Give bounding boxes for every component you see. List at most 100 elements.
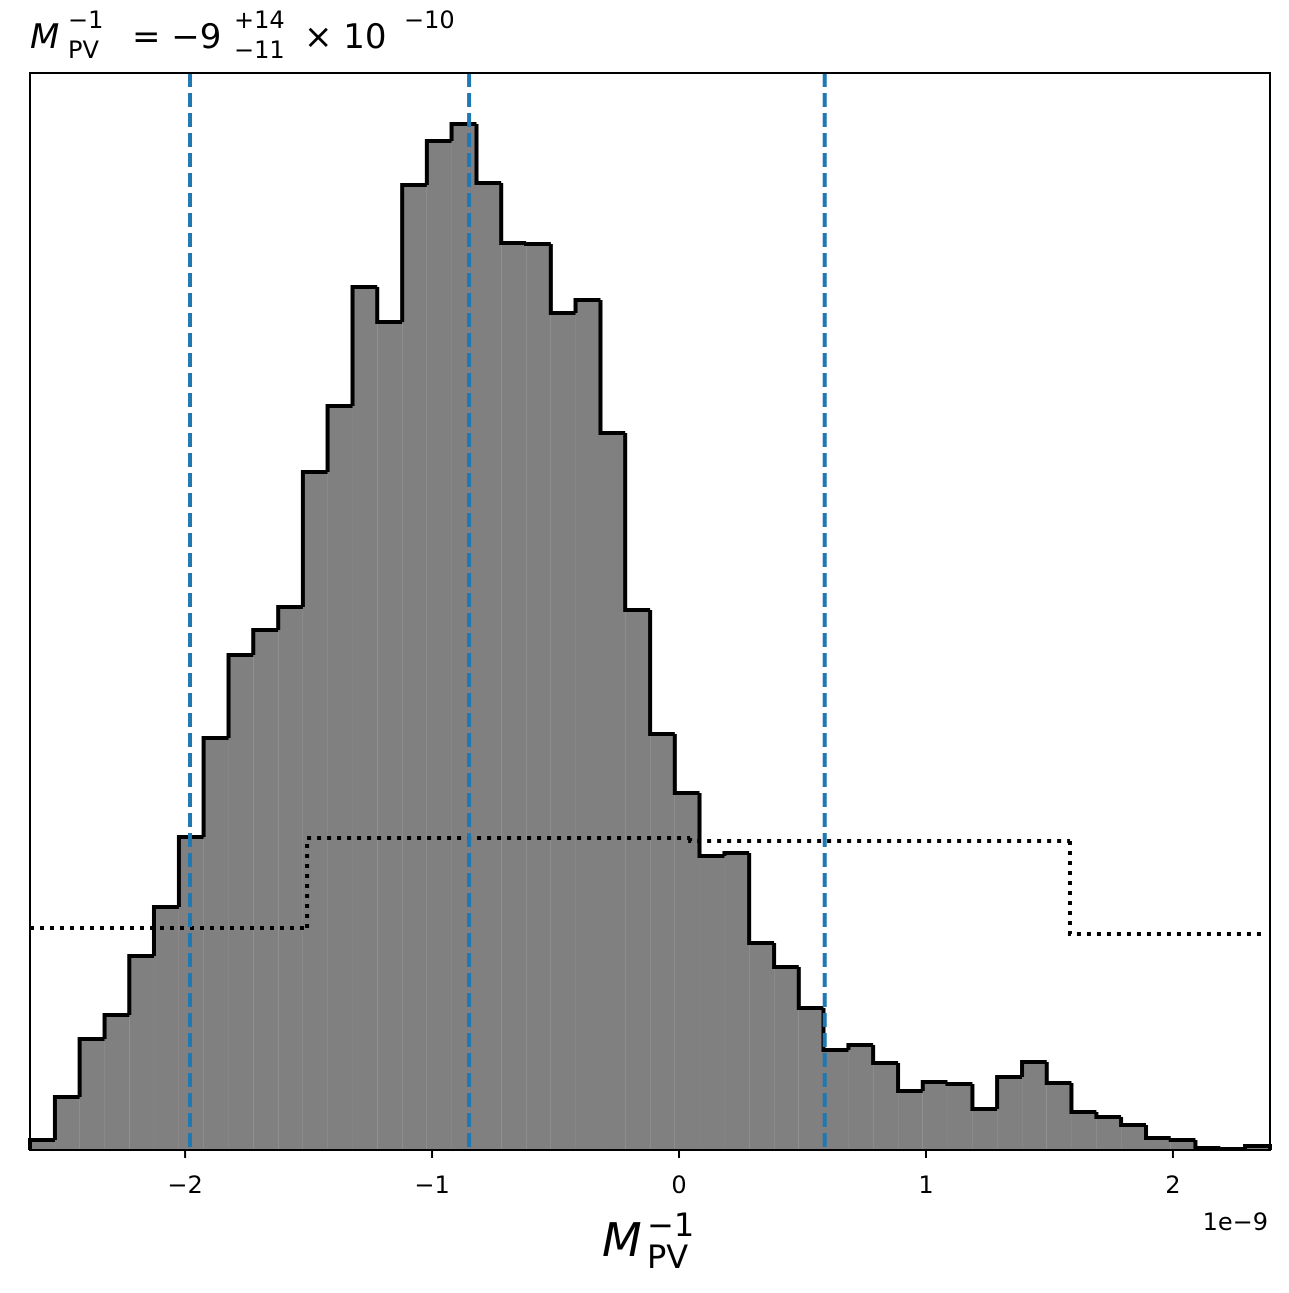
bar	[79, 1039, 105, 1150]
bar-outline	[1168, 1138, 1196, 1142]
bar-outline	[672, 734, 700, 795]
bar	[54, 1097, 80, 1150]
plot-frame	[29, 72, 1271, 1151]
bar-outline	[821, 1008, 849, 1052]
bar	[153, 907, 179, 1150]
bar-outline	[573, 298, 601, 313]
bar-outline	[424, 139, 452, 185]
bar	[129, 956, 154, 1150]
bar	[898, 1091, 923, 1150]
bar-outline	[226, 653, 254, 738]
bar	[302, 472, 328, 1150]
x-tick-label: −1	[414, 1171, 449, 1199]
bar-outline	[846, 1043, 874, 1050]
bar-outline	[1218, 1147, 1246, 1151]
bar	[947, 1084, 973, 1150]
bar-outline	[474, 124, 502, 185]
title-symbol: M	[30, 17, 59, 57]
bar-outline	[1119, 1117, 1147, 1127]
bar-outline	[945, 1082, 973, 1086]
bar-outline	[623, 433, 651, 612]
title-lower: −11	[234, 36, 285, 64]
bar-outline	[871, 1045, 899, 1065]
bar-outline	[52, 1095, 80, 1140]
bar-outline	[151, 905, 179, 956]
bar	[228, 655, 254, 1150]
bar	[972, 1109, 998, 1150]
bar	[848, 1045, 874, 1150]
title-sub: PV	[68, 36, 99, 64]
bar	[253, 630, 279, 1150]
bar	[278, 607, 303, 1150]
bar	[600, 433, 626, 1150]
bar	[327, 406, 353, 1150]
bar	[625, 610, 651, 1150]
bar-outline	[201, 736, 229, 837]
bar-outline	[102, 1013, 130, 1039]
bar-outline	[77, 1037, 105, 1097]
bar	[550, 313, 576, 1150]
bar	[823, 1050, 849, 1150]
bar-outline	[1193, 1140, 1221, 1150]
bar	[203, 738, 229, 1150]
bar-outline	[1044, 1062, 1072, 1085]
prior-step	[305, 836, 691, 928]
bar	[798, 1008, 824, 1150]
bar	[1146, 1138, 1171, 1150]
prior-step	[1067, 841, 1265, 936]
bar-outline	[400, 183, 427, 322]
bar-outline	[176, 835, 204, 907]
title-sup: −1	[68, 6, 103, 34]
x-label-sub: PV	[647, 1238, 688, 1276]
bar	[501, 243, 527, 1150]
bar-outline	[499, 183, 527, 245]
bar	[451, 124, 477, 1150]
bar-outline	[276, 605, 303, 630]
bar-outline	[127, 954, 154, 1015]
bar-outline	[325, 404, 353, 472]
bar	[426, 141, 452, 1150]
x-tick-label: 0	[671, 1171, 686, 1199]
bar-outline	[772, 943, 799, 969]
x-offset-label: 1e−9	[1203, 1208, 1268, 1236]
bar	[575, 300, 601, 1150]
x-label-symbol: M	[602, 1213, 642, 1267]
x-tick-label: 1	[918, 1171, 933, 1199]
bar	[1170, 1140, 1196, 1150]
x-label: M −1 PV	[602, 1206, 694, 1276]
bar	[922, 1082, 948, 1150]
bar-outline	[598, 300, 626, 435]
bar-outline	[375, 287, 403, 324]
bar	[1071, 1112, 1097, 1150]
bar-outline	[1020, 1060, 1047, 1077]
bar	[526, 244, 551, 1150]
bar	[402, 185, 427, 1150]
bar-outline	[896, 1063, 923, 1093]
bar-outline	[995, 1075, 1023, 1109]
bar-outline	[524, 242, 551, 246]
bar-outline	[300, 470, 328, 607]
bar-outline	[1144, 1125, 1171, 1140]
bar-outline	[796, 967, 824, 1010]
bar-outline	[920, 1080, 948, 1091]
bar-outline	[251, 628, 279, 655]
bar-outline	[548, 244, 576, 315]
bar	[1121, 1125, 1147, 1150]
bar	[377, 322, 403, 1150]
bar-outline	[970, 1084, 998, 1111]
bar	[699, 856, 725, 1150]
bar-outline	[648, 610, 675, 736]
bar-outline	[350, 285, 378, 406]
bar	[30, 1140, 55, 1150]
prior-step	[688, 838, 1070, 843]
title-times: × 10	[304, 17, 387, 57]
bar	[1022, 1062, 1047, 1150]
bar	[104, 1015, 130, 1150]
bar	[674, 793, 700, 1150]
bar	[1046, 1083, 1072, 1150]
bar	[749, 943, 775, 1150]
bar	[997, 1077, 1023, 1150]
x-label-sup: −1	[647, 1206, 694, 1244]
bar	[774, 967, 799, 1150]
